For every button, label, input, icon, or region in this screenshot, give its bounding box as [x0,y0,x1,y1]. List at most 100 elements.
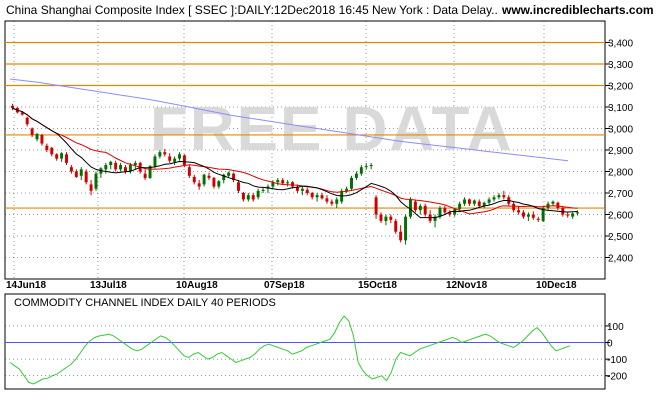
candle-body [467,199,471,204]
candle-body [119,165,123,170]
price-tick-label: 3,100 [608,103,633,114]
candle-body [517,210,521,213]
cci-tick-label: 0 [607,339,613,350]
cci-line [9,315,571,385]
candle-body [389,216,393,220]
date-x-axis: 14Jun18 13Jul18 10Aug18 07Sep18 15Oct18 12Nov… [6,280,577,291]
candle-body [291,182,295,187]
candle-body [399,231,403,241]
candle-body [276,180,280,183]
candle-body [74,171,78,177]
ma-long-path [9,78,569,162]
price-tick-label: 2,400 [608,254,633,265]
candle-body [104,165,108,170]
candle-body [384,216,388,221]
candle-body [526,214,530,217]
price-tick-label: 2,800 [608,168,633,179]
candle-body [246,195,250,200]
candle-body [35,133,39,140]
date-tick-label: 12Nov18 [446,280,488,291]
site-url[interactable]: www.incrediblecharts.com [501,3,654,17]
price-tick-label: 3,000 [608,125,633,136]
candle-body [315,195,319,198]
candle-body [345,188,349,191]
cci-y-axis: 100 0 -100 -200 [605,322,627,383]
candle-body [197,183,201,187]
candle-body [40,134,44,144]
candle-body [84,171,88,183]
candle-body [453,209,457,215]
candle-body [192,176,196,183]
ma-fast-path [12,107,578,219]
candle-body [482,202,486,206]
candle-body [50,147,54,155]
candle-body [300,188,304,191]
candle-body [128,165,132,172]
candle-body [409,199,412,217]
candle-body [286,182,290,184]
candle-body [217,181,221,187]
candle-body [369,165,373,167]
candle-body [178,154,181,159]
ma-mid-path [12,107,578,215]
candle-body [364,166,368,168]
candle-body [463,199,466,204]
price-tick-label: 3,300 [608,60,633,71]
candle-body [433,216,437,221]
candle-body [374,197,378,215]
candle-body [173,158,177,162]
candle-body [404,216,408,241]
price-tick-label: 3,400 [608,39,633,50]
horizontal-lines [5,41,605,209]
date-tick-label: 10Dec18 [536,280,577,291]
date-tick-label: 15Oct18 [358,280,397,291]
candle-body [60,153,64,159]
candle-body [251,195,255,200]
candle-body [502,195,506,198]
cci-tick-label: 100 [607,322,624,333]
candle-body [133,162,137,166]
candle-body [227,172,231,176]
candle-body [335,199,339,204]
candle-body [497,195,501,198]
candle-body [492,197,496,200]
candle-body [148,166,152,178]
candle-body [541,208,545,221]
candle-body [69,167,73,172]
price-tick-label: 3,200 [608,82,633,93]
candle-body [556,202,560,209]
candle-body [566,214,570,216]
candle-body [423,205,427,215]
candle-body [448,212,452,215]
candle-body [187,167,191,176]
watermark: FREE DATA [150,95,514,164]
cci-tick-label: -200 [607,372,627,383]
candle-body [295,186,299,191]
ma-mid-line [12,107,578,215]
candle-body [458,203,462,210]
cci-panel-title: COMMODITY CHANNEL INDEX DAILY 40 PERIODS [14,297,276,309]
date-tick-label: 13Jul18 [90,280,127,291]
candle-body [55,154,59,159]
candle-body [472,200,476,204]
cci-path [9,315,571,385]
candle-body [271,182,275,187]
candle-body [89,184,93,191]
candle-body [79,169,83,176]
candle-body [320,195,324,199]
candle-body [256,190,260,198]
candle-body [350,177,353,189]
candle-body [487,199,491,203]
candle-body [20,112,24,115]
candle-body [379,214,383,221]
candles [10,103,580,245]
candle-body [522,212,525,217]
candle-body [394,220,398,232]
candle-body [330,201,334,204]
cci-gridlines [5,325,605,376]
candle-body [551,201,555,204]
cci-panel-frame [4,293,606,390]
cci-tick-label: -100 [607,355,627,366]
candle-body [45,145,49,150]
